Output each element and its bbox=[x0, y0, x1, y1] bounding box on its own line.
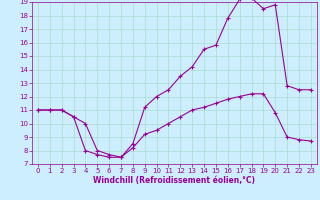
X-axis label: Windchill (Refroidissement éolien,°C): Windchill (Refroidissement éolien,°C) bbox=[93, 176, 255, 185]
